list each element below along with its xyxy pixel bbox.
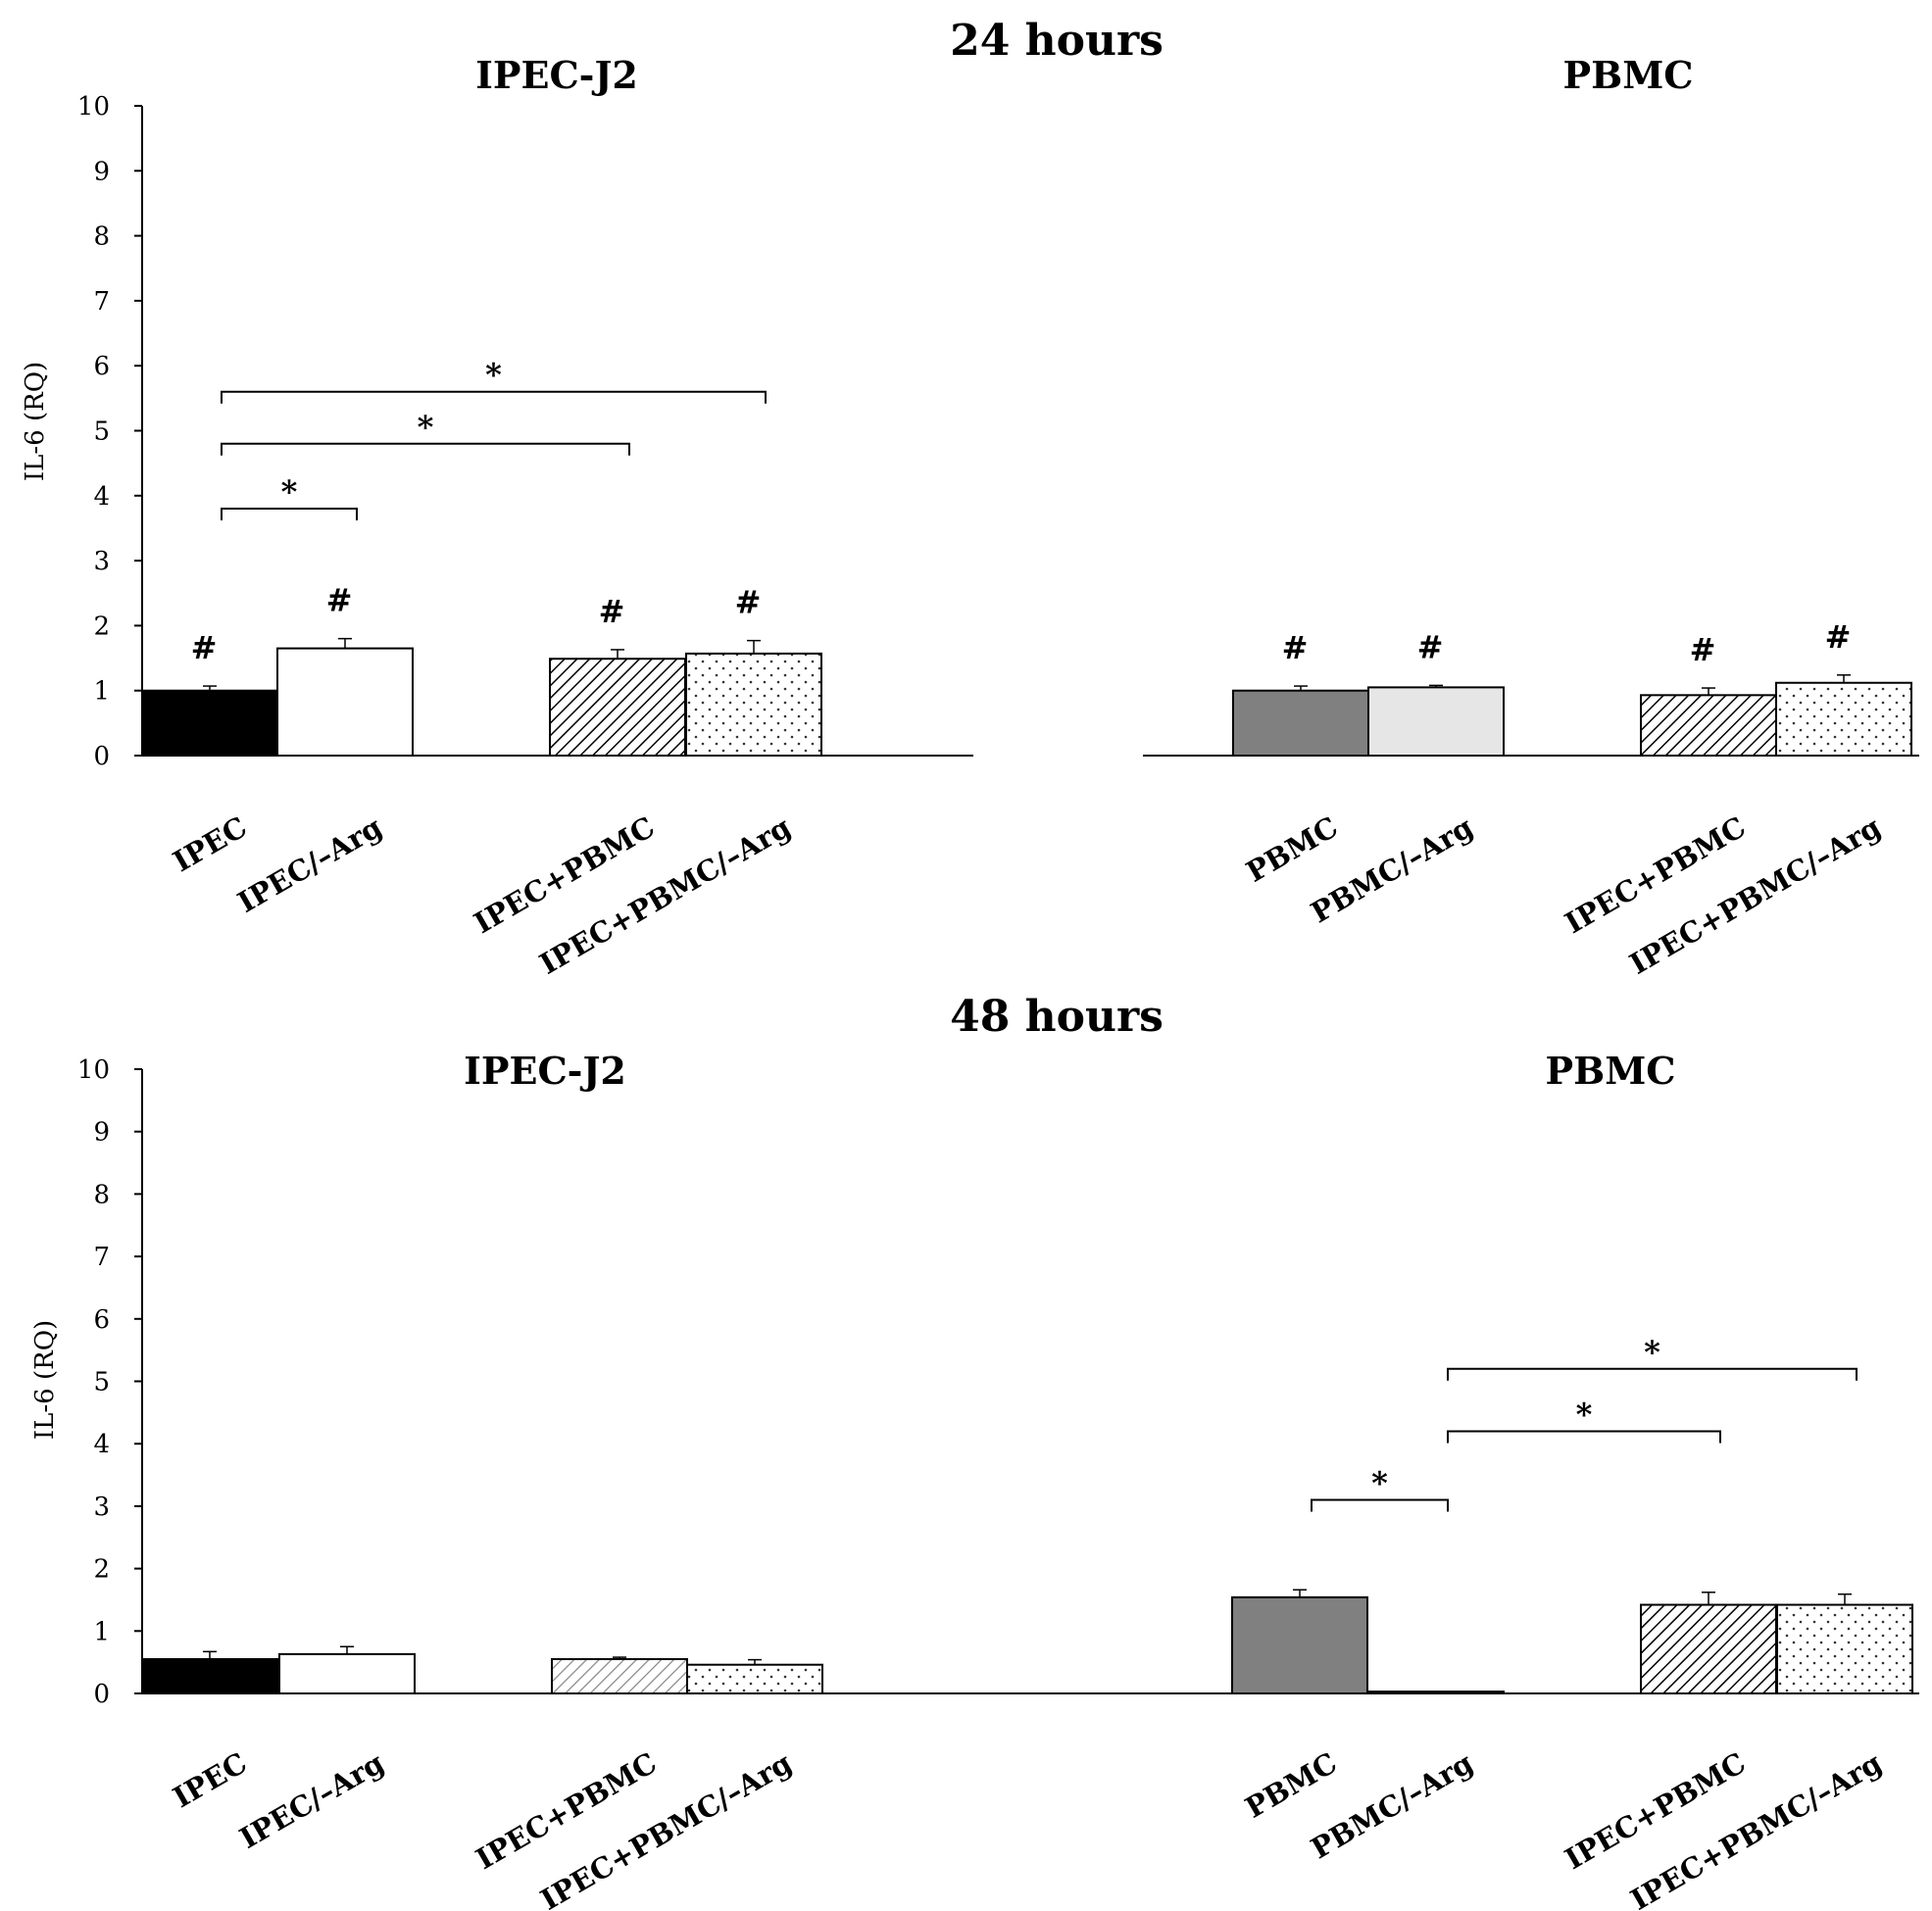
bar-ipec-pbmc bbox=[1640, 694, 1777, 758]
significance-bracket bbox=[221, 508, 358, 521]
y-tick-label: 9 bbox=[93, 1118, 110, 1148]
y-tick-label: 0 bbox=[93, 1680, 110, 1709]
significance-star: * bbox=[281, 473, 298, 511]
y-tick-label: 1 bbox=[93, 677, 110, 707]
y-axis-label: IL-6 (RQ) bbox=[21, 362, 50, 481]
significance-star: * bbox=[1371, 1465, 1388, 1502]
bar-ipec-arg bbox=[276, 647, 414, 757]
y-tick-label: 2 bbox=[93, 612, 110, 641]
bar-ipec-pbmc bbox=[1640, 1603, 1777, 1695]
panel-title: IPEC-J2 bbox=[464, 1049, 626, 1093]
hash-marker: # bbox=[735, 584, 762, 621]
y-axis-label: IL-6 (RQ) bbox=[30, 1320, 60, 1440]
category-label: PBMC bbox=[1241, 810, 1344, 889]
bar-ipec-pbmc bbox=[549, 658, 686, 758]
panel-0: IPEC-J2#IPEC#IPEC/–Arg#IPEC+PBMC#IPEC+PB… bbox=[141, 53, 973, 981]
y-tick-label: 10 bbox=[77, 1055, 110, 1085]
category-label: IPEC+PBMC/–Arg bbox=[535, 1746, 798, 1911]
panel-title: IPEC-J2 bbox=[475, 53, 638, 97]
y-tick-label: 2 bbox=[93, 1555, 110, 1585]
bar-ipec bbox=[141, 689, 278, 758]
y-tick-label: 4 bbox=[93, 1430, 110, 1459]
y-tick-label: 4 bbox=[93, 482, 110, 512]
bar-ipec-pbmc-arg bbox=[685, 652, 822, 757]
y-tick-label: 3 bbox=[93, 1493, 110, 1522]
chart-1: 48 hours 0 1 2 3 4 5 6 7 8 9 10 IL-6 (RQ) IPEC-J2 IPEC… bbox=[30, 992, 1919, 1911]
hash-marker: # bbox=[599, 593, 625, 630]
chart-title: 48 hours bbox=[950, 992, 1164, 1042]
hash-marker: # bbox=[1417, 628, 1444, 665]
bar-ipec-pbmc-arg bbox=[686, 1663, 823, 1694]
y-tick-label: 8 bbox=[93, 1180, 110, 1209]
significance-bracket bbox=[221, 390, 767, 404]
significance-bracket bbox=[221, 442, 630, 456]
category-label: IPEC+PBMC/–Arg bbox=[1625, 1746, 1888, 1911]
category-label: IPEC/–Arg bbox=[234, 1746, 390, 1855]
bar-pbmc bbox=[1232, 689, 1369, 758]
category-label: PBMC bbox=[1240, 1746, 1343, 1825]
y-tick-label: 6 bbox=[93, 352, 110, 381]
y-tick-label: 6 bbox=[93, 1305, 110, 1335]
hash-marker: # bbox=[1690, 631, 1716, 668]
significance-bracket bbox=[1311, 1498, 1449, 1512]
hash-marker: # bbox=[326, 582, 353, 619]
significance-bracket bbox=[1447, 1367, 1858, 1381]
bar-pbmc-arg bbox=[1367, 686, 1505, 758]
y-tick-label: 5 bbox=[93, 417, 110, 447]
bar-ipec-pbmc-arg bbox=[1775, 681, 1912, 758]
y-tick-label: 8 bbox=[93, 222, 110, 252]
y-tick-label: 0 bbox=[93, 742, 110, 771]
hash-marker: # bbox=[1282, 629, 1309, 666]
chart-title: 24 hours bbox=[950, 16, 1164, 66]
category-label: IPEC+PBMC/–Arg bbox=[534, 810, 797, 981]
hash-marker: # bbox=[191, 629, 218, 666]
y-tick-label: 7 bbox=[93, 1243, 110, 1272]
y-tick-label: 10 bbox=[77, 92, 110, 122]
y-tick-label: 9 bbox=[93, 157, 110, 186]
bar-pbmc-arg bbox=[1367, 1690, 1505, 1694]
significance-star: * bbox=[1644, 1334, 1660, 1371]
chart-0: 24 hours 0 1 2 3 4 5 6 7 8 9 10 IL-6 (RQ) IPEC-J2 # IPE… bbox=[21, 16, 1919, 981]
bar-ipec-pbmc-arg bbox=[1776, 1603, 1913, 1695]
y-tick-label: 5 bbox=[93, 1368, 110, 1397]
category-label: IPEC/–Arg bbox=[232, 810, 388, 919]
y-tick-label: 1 bbox=[93, 1617, 110, 1646]
bar-ipec-pbmc bbox=[551, 1657, 688, 1694]
category-label: IPEC+PBMC/–Arg bbox=[1624, 810, 1887, 981]
category-label: IPEC bbox=[168, 1746, 253, 1815]
hash-marker: # bbox=[1825, 618, 1852, 656]
panel-title: PBMC bbox=[1563, 53, 1694, 97]
bar-pbmc bbox=[1231, 1595, 1368, 1694]
bar-ipec-arg bbox=[278, 1652, 416, 1695]
significance-star: * bbox=[418, 409, 434, 446]
category-label: IPEC bbox=[168, 810, 253, 879]
significance-star: * bbox=[1576, 1396, 1593, 1433]
y-tick-label: 7 bbox=[93, 287, 110, 317]
y-tick-label: 3 bbox=[93, 547, 110, 576]
bar-ipec bbox=[141, 1657, 278, 1694]
panel-title: PBMC bbox=[1546, 1049, 1676, 1093]
significance-bracket bbox=[1447, 1430, 1721, 1444]
panel-1: PBMC#PBMC#PBMC/–Arg#IPEC+PBMC#IPEC+PBMC/… bbox=[1143, 53, 1919, 981]
significance-star: * bbox=[485, 357, 502, 394]
